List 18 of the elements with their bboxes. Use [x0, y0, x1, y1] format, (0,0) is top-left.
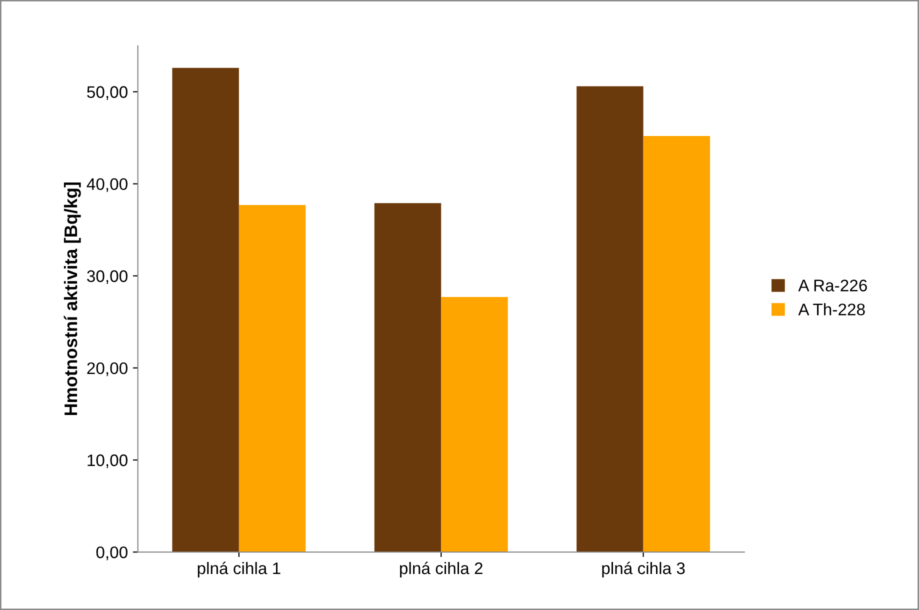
legend-label: A Ra-226 — [798, 280, 867, 292]
bar — [441, 297, 508, 552]
y-tick-label: 10,00 — [88, 454, 128, 468]
y-tick-label: 30,00 — [87, 270, 128, 284]
x-tick-label: plná cihla 3 — [602, 562, 685, 578]
bar — [643, 136, 710, 552]
y-tick-label: 0,00 — [96, 546, 128, 560]
y-tick-label: 50,00 — [87, 86, 128, 100]
bar — [172, 68, 239, 552]
bar — [374, 203, 442, 552]
legend-label: A Th-228 — [798, 303, 865, 316]
y-axis-title: Hmotnostní aktivita [Bq/kg] — [64, 182, 81, 416]
x-tick-label: plná cihla 2 — [400, 562, 482, 578]
bar — [576, 86, 644, 552]
bar — [238, 205, 306, 552]
y-tick-label: 40,00 — [86, 178, 128, 192]
y-tick-label: 20,00 — [87, 362, 128, 376]
x-tick-label: plná cihla 1 — [198, 562, 280, 578]
